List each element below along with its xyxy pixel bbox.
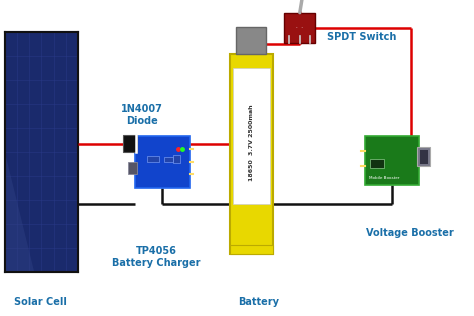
Bar xyxy=(5,32,78,272)
Text: ·  ·: · · xyxy=(296,25,303,30)
Bar xyxy=(128,162,137,174)
Bar xyxy=(365,136,419,185)
Bar xyxy=(420,150,428,164)
Text: Battery: Battery xyxy=(238,297,279,307)
Text: SPDT Switch: SPDT Switch xyxy=(327,32,396,42)
Bar xyxy=(236,27,266,54)
Text: Voltage Booster: Voltage Booster xyxy=(366,228,454,238)
Text: 1N4007
Diode: 1N4007 Diode xyxy=(121,104,163,126)
Polygon shape xyxy=(5,152,34,272)
Bar xyxy=(135,136,190,188)
Bar xyxy=(370,159,384,168)
Text: TP4056
Battery Charger: TP4056 Battery Charger xyxy=(112,246,201,268)
Bar xyxy=(233,68,270,204)
Bar xyxy=(230,54,273,254)
Bar xyxy=(284,13,315,43)
Bar xyxy=(123,135,137,153)
Bar xyxy=(173,155,180,163)
Text: 18650  3.7V 2500mah: 18650 3.7V 2500mah xyxy=(249,105,254,181)
Text: Mobile Booster: Mobile Booster xyxy=(369,175,399,179)
Bar xyxy=(417,147,430,166)
Bar xyxy=(164,157,173,162)
Bar xyxy=(230,245,273,254)
Bar xyxy=(147,156,159,162)
Text: Solar Cell: Solar Cell xyxy=(14,297,67,307)
